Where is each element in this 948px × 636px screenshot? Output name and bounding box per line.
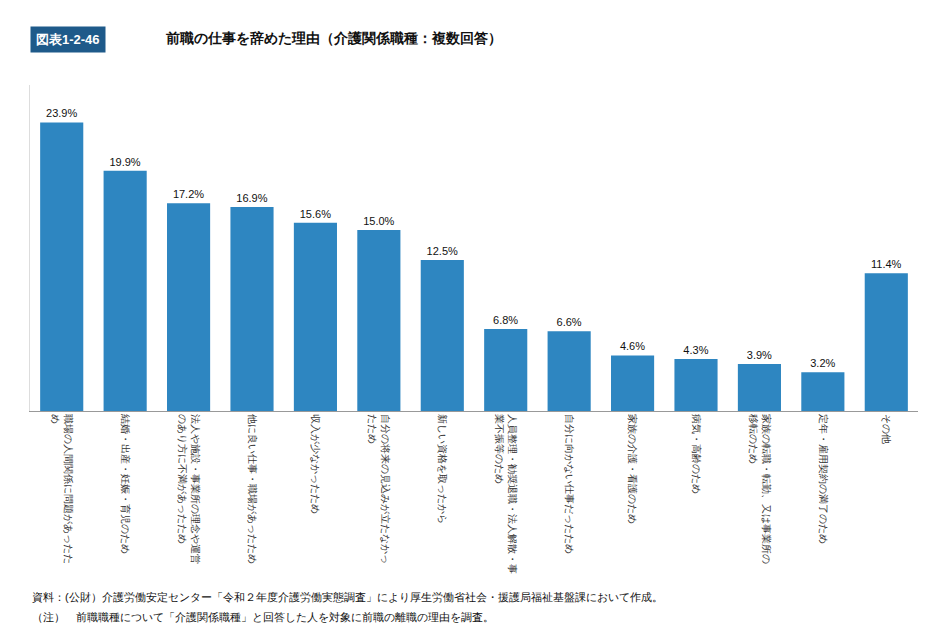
svg-text:11.4%: 11.4%	[871, 258, 902, 270]
svg-text:前職の仕事を辞めた理由（介護関係職種：複数回答）: 前職の仕事を辞めた理由（介護関係職種：複数回答）	[165, 30, 502, 46]
svg-text:16.9%: 16.9%	[236, 192, 267, 204]
svg-text:その他: その他	[881, 414, 892, 444]
svg-text:19.9%: 19.9%	[109, 156, 140, 168]
svg-text:6.6%: 6.6%	[556, 316, 581, 328]
svg-text:病気・高齢のため: 病気・高齢のため	[691, 414, 702, 494]
svg-text:新しい資格を取ったから: 新しい資格を取ったから	[437, 414, 448, 524]
svg-text:結婚・出産・妊娠・育児のため: 結婚・出産・妊娠・育児のため	[120, 413, 131, 554]
svg-text:12.5%: 12.5%	[427, 245, 458, 257]
svg-text:17.2%: 17.2%	[173, 188, 204, 200]
svg-text:15.6%: 15.6%	[300, 208, 331, 220]
svg-text:15.0%: 15.0%	[363, 215, 394, 227]
svg-text:3.2%: 3.2%	[810, 357, 835, 369]
svg-text:他に良い仕事・職場があったため: 他に良い仕事・職場があったため	[247, 414, 258, 564]
svg-text:4.6%: 4.6%	[620, 340, 645, 352]
svg-text:人員整理・勧奨退職・法人解散・事業不振等のため: 人員整理・勧奨退職・法人解散・事業不振等のため	[494, 414, 518, 574]
svg-text:（注） 前職職種について「介護関係職種」と回答した人を対象に: （注） 前職職種について「介護関係職種」と回答した人を対象に前職の離職の理由を調…	[32, 611, 494, 623]
svg-text:収入が少なかったため: 収入が少なかったため	[310, 414, 321, 514]
svg-text:自分の将来の見込みが立たなかったため: 自分の将来の見込みが立たなかったため	[367, 414, 391, 564]
svg-text:定年・雇用契約の満了のため: 定年・雇用契約の満了のため	[818, 414, 829, 544]
svg-text:家族の転職・転勤、又は事業所の移転のため: 家族の転職・転勤、又は事業所の移転のため	[748, 414, 772, 564]
svg-text:4.3%: 4.3%	[683, 344, 708, 356]
svg-text:自分に向かない仕事だったため: 自分に向かない仕事だったため	[564, 414, 575, 554]
svg-text:3.9%: 3.9%	[747, 349, 772, 361]
svg-text:職場の人間関係に問題があったため: 職場の人間関係に問題があったため	[50, 414, 74, 564]
svg-text:23.9%: 23.9%	[46, 107, 77, 119]
svg-text:図表1-2-46: 図表1-2-46	[36, 32, 100, 47]
svg-text:資料：(公財）介護労働安定センター「令和２年度介護労働実態調: 資料：(公財）介護労働安定センター「令和２年度介護労働実態調査」により厚生労働省…	[32, 591, 663, 603]
svg-text:家族の介護・看護のため: 家族の介護・看護のため	[627, 414, 638, 524]
svg-text:6.8%: 6.8%	[493, 314, 518, 326]
svg-text:法人や施設・事業所の理念や運営のあり方に不満があったため: 法人や施設・事業所の理念や運営のあり方に不満があったため	[177, 414, 201, 564]
